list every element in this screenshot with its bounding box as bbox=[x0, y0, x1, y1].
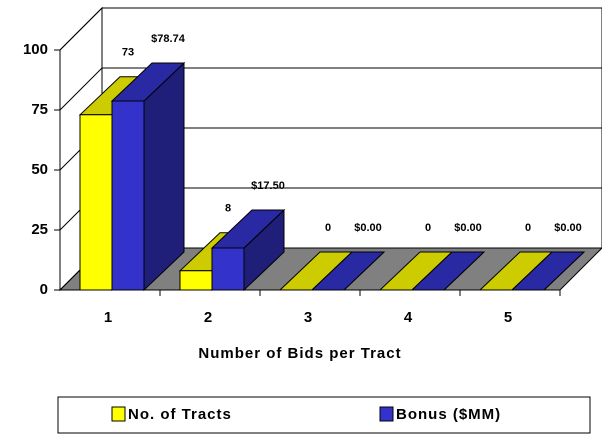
value-label: 8 bbox=[225, 203, 231, 215]
x-tick-label: 1 bbox=[104, 309, 112, 326]
value-label: $0.00 bbox=[354, 222, 382, 234]
bar bbox=[310, 251, 386, 291]
legend-box bbox=[57, 396, 591, 434]
bar bbox=[210, 208, 286, 292]
grid-line bbox=[59, 7, 602, 51]
x-tick-label: 4 bbox=[404, 309, 413, 326]
bar bbox=[410, 251, 486, 291]
value-label: 0 bbox=[325, 222, 331, 234]
value-label: $0.00 bbox=[454, 222, 482, 234]
bar-top bbox=[310, 251, 386, 291]
legend-swatch bbox=[111, 406, 126, 422]
value-label: $78.74 bbox=[151, 33, 186, 45]
bar-front bbox=[79, 114, 113, 291]
legend-label: Bonus ($MM) bbox=[396, 406, 501, 423]
value-label: 73 bbox=[122, 47, 134, 59]
bar-side bbox=[143, 61, 185, 292]
x-tick-label: 3 bbox=[304, 309, 312, 326]
bar-front bbox=[111, 100, 145, 291]
y-tick-label: 75 bbox=[31, 101, 48, 118]
value-label: $17.50 bbox=[251, 180, 285, 192]
value-label: 0 bbox=[425, 222, 431, 234]
value-label: 0 bbox=[525, 222, 531, 234]
bar bbox=[110, 61, 186, 292]
grid-line bbox=[59, 67, 602, 111]
y-tick-label: 0 bbox=[40, 281, 48, 298]
x-tick-label: 2 bbox=[204, 309, 212, 326]
bar-top bbox=[410, 251, 486, 291]
y-tick-label: 50 bbox=[31, 161, 48, 178]
x-axis-label: Number of Bids per Tract bbox=[198, 345, 401, 362]
bar-front bbox=[179, 270, 213, 291]
legend-swatch bbox=[379, 406, 394, 422]
bar-front bbox=[211, 247, 245, 291]
x-tick-label: 5 bbox=[504, 309, 512, 326]
value-label: $0.00 bbox=[554, 222, 582, 234]
y-tick-label: 25 bbox=[31, 221, 48, 238]
bar bbox=[510, 251, 586, 291]
legend-label: No. of Tracts bbox=[128, 406, 232, 423]
y-tick-label: 100 bbox=[23, 41, 48, 58]
bar-top bbox=[510, 251, 586, 291]
